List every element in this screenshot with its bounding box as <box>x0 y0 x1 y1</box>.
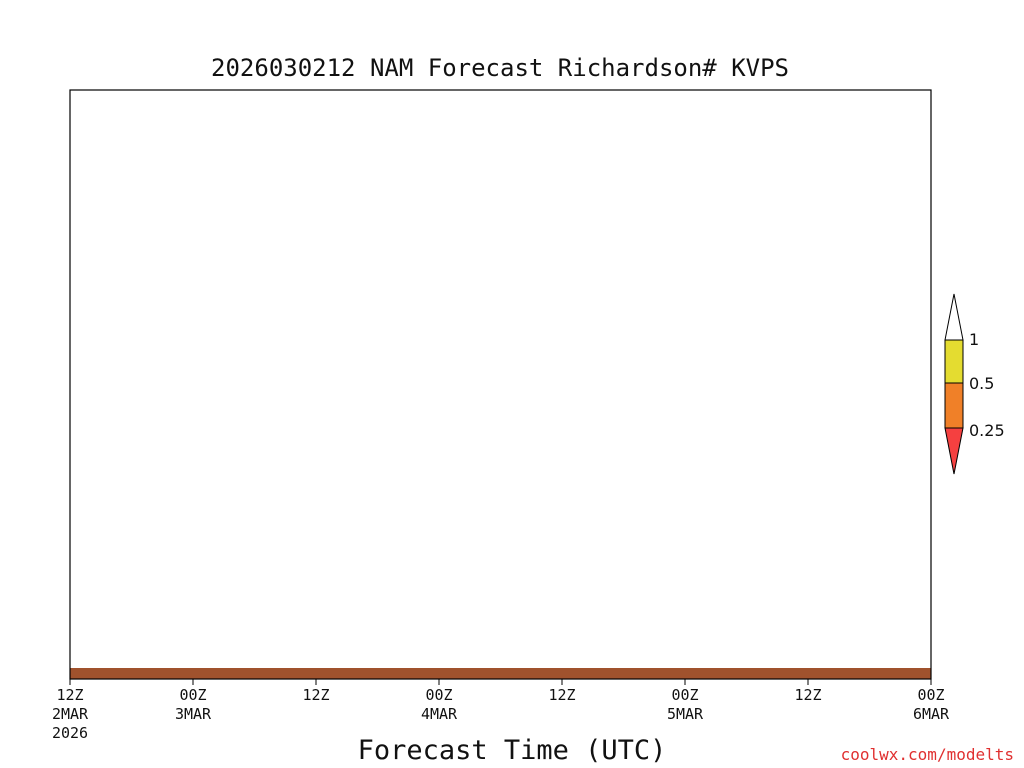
x-tick-label: 00Z <box>671 686 698 704</box>
x-tick-label: 00Z <box>917 686 944 704</box>
x-tick-label: 12Z <box>794 686 821 704</box>
x-tick-year: 2026 <box>52 724 88 742</box>
x-tick-date: 4MAR <box>421 705 458 723</box>
x-tick-date: 2MAR <box>52 705 89 723</box>
x-tick-date: 6MAR <box>913 705 950 723</box>
colorbar-label-0-25: 0.25 <box>969 421 1005 440</box>
colorbar-bottom-arrow <box>944 427 964 475</box>
colorbar-top-arrow <box>944 293 964 341</box>
colorbar-label-1: 1 <box>969 330 979 349</box>
x-tick-label: 12Z <box>302 686 329 704</box>
x-tick-label: 00Z <box>179 686 206 704</box>
surface-ground-strip <box>70 668 931 679</box>
credit-link[interactable]: coolwx.com/modelts <box>841 745 1014 764</box>
colorbar-yellow-bin <box>944 339 964 384</box>
x-axis-title: Forecast Time (UTC) <box>358 735 667 766</box>
x-tick-label: 12Z <box>548 686 575 704</box>
colorbar-label-0-5: 0.5 <box>969 374 994 393</box>
x-tick-date: 5MAR <box>667 705 704 723</box>
x-tick-label: 12Z <box>56 686 83 704</box>
x-tick-label: 00Z <box>425 686 452 704</box>
chart-title: 2026030212 NAM Forecast Richardson# KVPS <box>211 54 789 82</box>
colorbar-orange-bin <box>944 382 964 429</box>
plot-frame <box>69 89 932 680</box>
x-tick-date: 3MAR <box>175 705 212 723</box>
colorbar: 1 0.5 0.25 <box>944 293 1005 475</box>
